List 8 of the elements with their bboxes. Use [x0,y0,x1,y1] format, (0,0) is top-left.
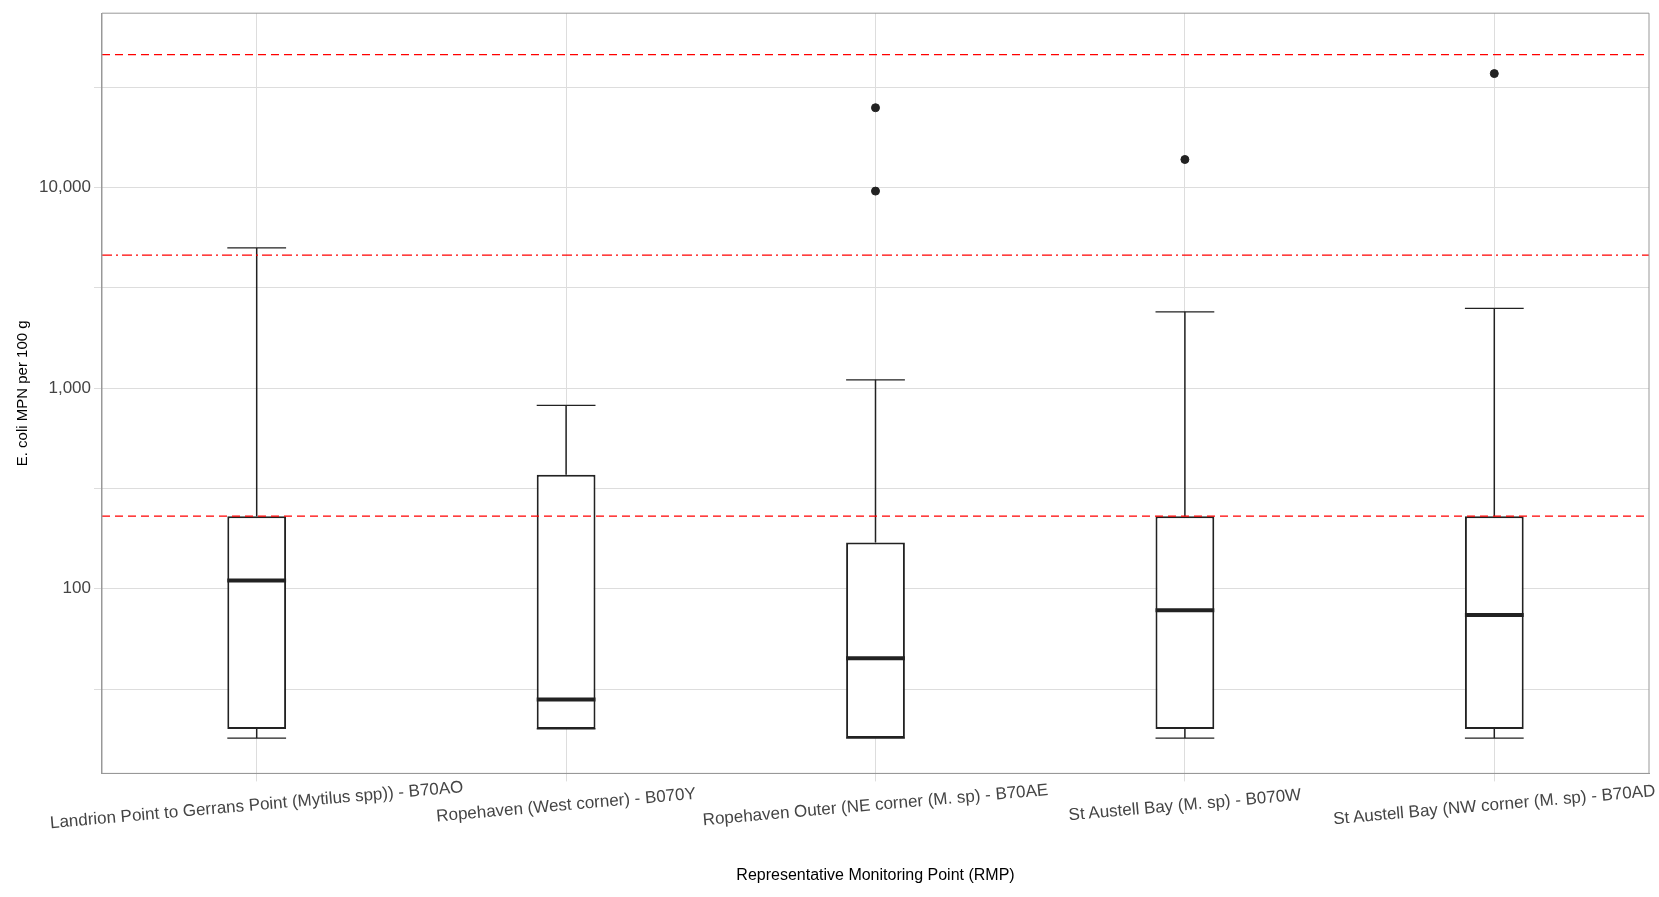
y-axis-title: E. coli MPN per 100 g [13,320,31,467]
x-tick-label: Ropehaven Outer (NE corner (M. sp) - B70AE [701,780,1049,830]
y-tick-label: 100 [62,578,91,598]
x-axis-title: Representative Monitoring Point (RMP) [736,865,1015,883]
y-tick-label: 10,000 [39,177,91,197]
x-tick-label: St Austell Bay (M. sp) - B070W [1067,784,1302,825]
y-tick-label: 1,000 [48,377,91,397]
x-tick-label: St Austell Bay (NW corner (M. sp) - B70AD [1332,781,1656,829]
